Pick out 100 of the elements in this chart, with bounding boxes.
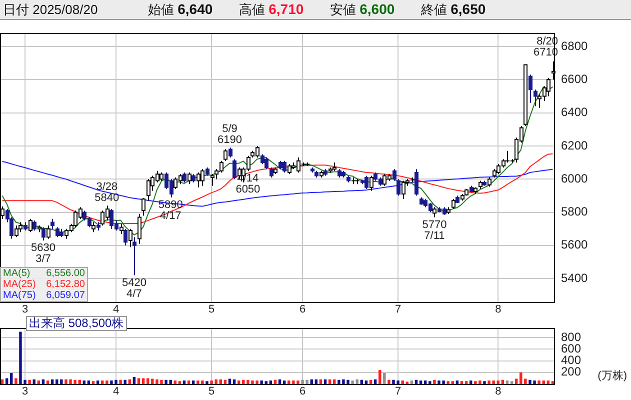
bar [87, 380, 90, 384]
y-tick-label: 5600 [561, 238, 588, 252]
x-tick-label: 4 [112, 303, 120, 316]
bar [383, 372, 386, 384]
bar [5, 378, 8, 384]
y-tick-label: 5400 [561, 270, 588, 285]
bar [178, 381, 182, 384]
bar [192, 380, 195, 384]
text: MA(5) 6,556.00 [3, 268, 85, 279]
bar [414, 380, 418, 384]
y-tick-label: 6200 [561, 138, 588, 152]
bar [546, 380, 550, 384]
bar [520, 372, 522, 384]
x-tick-label: 8 [495, 303, 502, 316]
text: MA(25) 6,152.80 [3, 279, 85, 290]
y-tick-label: 400 [561, 353, 582, 368]
annotation: 5630 3/7 [30, 242, 56, 265]
bar [378, 370, 382, 384]
text: 安値 6,600 [330, 1, 395, 17]
bar [501, 380, 504, 384]
bar [369, 380, 372, 384]
bar [187, 380, 190, 384]
bar [424, 380, 427, 384]
bar [542, 380, 545, 384]
y-tick-label: 6400 [561, 105, 588, 120]
x-tick-label: 7 [394, 386, 402, 398]
bar [451, 381, 454, 384]
bar [410, 380, 414, 384]
bar [269, 380, 272, 384]
x-tick-label: 5 [208, 386, 215, 398]
text: 終値 6,650 [421, 1, 486, 17]
bar [428, 381, 432, 384]
x-tick-label: 6 [299, 303, 306, 316]
x-tick-label: 3 [22, 386, 28, 398]
bar [456, 380, 459, 384]
bar [506, 380, 509, 384]
bar [388, 380, 390, 384]
bar [106, 380, 108, 384]
bar [206, 381, 208, 384]
bar [538, 380, 540, 384]
bar [260, 380, 263, 384]
bar [274, 380, 277, 384]
bar [242, 380, 245, 384]
chart-title: 出来高 508,500株 [26, 316, 127, 331]
x-tick-label: 6 [299, 386, 306, 398]
bar [419, 380, 422, 384]
bar [60, 379, 63, 384]
y-tick-label: 200 [561, 364, 582, 379]
bar [510, 381, 514, 384]
x-tick-label: 3 [22, 303, 28, 316]
y-tick-label: 800 [561, 330, 582, 344]
bar [237, 380, 240, 384]
bar [100, 380, 104, 384]
text: 高値 6,710 [239, 1, 304, 17]
bar [14, 378, 18, 384]
bar [469, 380, 472, 384]
bar [483, 381, 486, 384]
y-tick-label: 6000 [561, 171, 588, 186]
bar [182, 380, 186, 384]
y-axis-title: (万株) [598, 369, 627, 383]
bar [288, 380, 290, 384]
bar [37, 380, 40, 384]
annotation: 5770 7/11 [422, 218, 447, 242]
bar [28, 380, 31, 384]
bar [82, 380, 86, 384]
bar [401, 380, 404, 384]
x-tick-label: 5 [208, 303, 215, 316]
text: 始値 6,640 [148, 1, 213, 17]
bar [446, 381, 450, 384]
bar [46, 380, 50, 384]
bar [364, 380, 368, 384]
bar [92, 381, 95, 384]
bar [132, 377, 136, 384]
x-tick-label: 4 [112, 386, 120, 398]
bar [496, 380, 500, 384]
y-tick-label: 6600 [561, 72, 588, 86]
annotation: 5/9 6190 [217, 123, 242, 146]
bar [96, 380, 100, 384]
bar [460, 381, 464, 384]
annotation: 5420 4/7 [122, 276, 146, 300]
bar [146, 378, 150, 384]
bar [174, 380, 177, 384]
bar [524, 378, 527, 384]
bar [224, 380, 227, 384]
bar [142, 378, 145, 384]
annotation: 3/28 5840 [94, 181, 120, 204]
bar [551, 381, 554, 384]
bar [433, 380, 436, 384]
x-tick-label: 7 [394, 303, 402, 316]
y-tick-label: 6800 [561, 38, 588, 53]
bar [264, 381, 268, 384]
bar [282, 380, 286, 384]
bar [360, 380, 364, 384]
y-tick-label: 5800 [561, 204, 588, 219]
bar [10, 372, 13, 384]
bar [464, 381, 468, 384]
chart-title: 日付 2025/08/20 [3, 1, 98, 19]
x-tick-label: 8 [495, 386, 502, 398]
bar [124, 380, 126, 384]
y-tick-label: 600 [561, 341, 582, 356]
